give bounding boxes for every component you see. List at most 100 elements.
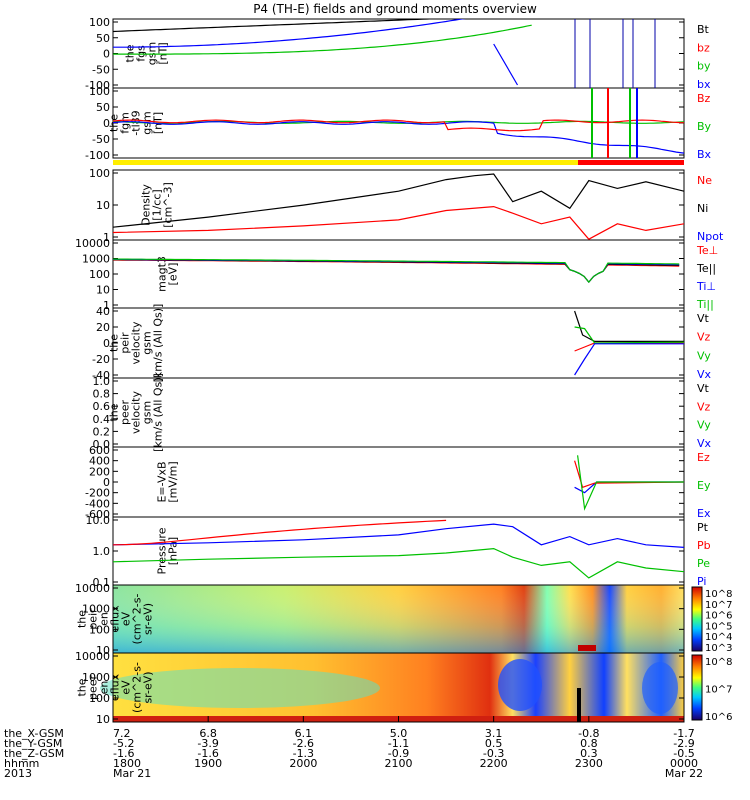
- fgs-bt-line: [113, 19, 442, 33]
- legend-fgs: bx: [697, 78, 711, 91]
- y-tick-label: 200: [89, 465, 110, 478]
- colorbar-label: 10^3: [705, 643, 732, 654]
- spectrogram-peer-blob: [100, 668, 380, 708]
- panel-velocity2: 1.00.80.60.40.20.0thepeervelocitygsm[km/…: [93, 373, 712, 452]
- y-axis-label-line: (cm^2-s-: [131, 594, 144, 645]
- y-tick-label: -100: [85, 79, 110, 92]
- legend-velocity: Vx: [697, 368, 712, 381]
- y-tick-label: 1: [103, 231, 110, 244]
- y-axis-label: Density[1/cc][cm^-3]: [140, 182, 175, 228]
- legend-density: Ne: [697, 174, 712, 187]
- legend-fgs: by: [697, 60, 711, 73]
- y-axis-label: E=-VxB[mV/m]: [156, 461, 180, 502]
- colorbar-label: 10^7: [705, 685, 732, 696]
- y-axis-label: thepeirenefluxeV(cm^2-s-sr-eV): [76, 594, 155, 645]
- fgs-bx-line: [113, 19, 466, 48]
- x-axis-date: Mar 21: [113, 767, 151, 780]
- legend-temp: Ti⊥: [696, 280, 716, 293]
- y-tick-label: 1.0: [93, 375, 111, 388]
- y-tick-label: 10: [96, 284, 110, 297]
- y-tick-label: 100: [89, 85, 110, 98]
- x-axis-y-gsm: 0.5: [485, 737, 503, 750]
- y-tick-label: -200: [85, 487, 110, 500]
- y-axis-label-line: eV: [120, 680, 133, 695]
- x-axis-x-gsm: 7.2: [113, 727, 131, 740]
- pressure-pe-line: [113, 547, 684, 579]
- velocity-vy-line: [574, 326, 684, 344]
- legend-velocity2: Vt: [697, 382, 710, 395]
- legend-pressure: Pi: [697, 575, 706, 588]
- x-axis-z-gsm: -0.9: [388, 747, 409, 760]
- y-axis-label-line: velocity: [130, 391, 143, 434]
- y-axis-label-line: sr-eV): [142, 671, 155, 703]
- legend-pressure: Pt: [697, 521, 709, 534]
- legend-velocity2: Vx: [697, 437, 712, 450]
- y-tick-label: 50: [96, 101, 110, 114]
- x-axis-y-gsm: -2.9: [673, 737, 694, 750]
- x-axis-z-gsm: -1.6: [113, 747, 134, 760]
- y-axis-label-line: sr-eV): [142, 603, 155, 635]
- y-axis-label: magt3[eV]: [156, 256, 180, 292]
- x-axis-x-gsm: -0.8: [578, 727, 599, 740]
- y-tick-label: 10: [96, 713, 110, 726]
- y-axis-label-line: [mV/m]: [167, 461, 180, 502]
- y-axis-label: Pressure[nPa]: [156, 527, 180, 574]
- y-tick-label: 1.0: [93, 545, 111, 558]
- y-tick-label: 400: [89, 455, 110, 468]
- x-axis-z-gsm: -0.3: [483, 747, 504, 760]
- y-tick-label: -50: [92, 63, 110, 76]
- y-axis-label-line: the: [108, 403, 121, 421]
- y-tick-label: 0.2: [93, 425, 111, 438]
- x-axis-y-gsm: 0.8: [580, 737, 598, 750]
- region-bar-yellow: [113, 160, 578, 165]
- x-axis-y-gsm: -2.6: [293, 737, 314, 750]
- y-tick-label: 100: [89, 16, 110, 29]
- y-tick-label: 10.0: [86, 514, 111, 527]
- panels-group: 100500-50-100thefgsgsm[nT]Btbzbybx100500…: [75, 16, 732, 726]
- y-tick-label: -400: [85, 497, 110, 510]
- fgm-bx-line: [113, 121, 684, 154]
- x-axis-z-gsm: -0.5: [673, 747, 694, 760]
- y-tick-label: 0.0: [93, 438, 111, 451]
- y-tick-label: 100: [89, 692, 110, 705]
- y-tick-label: 10: [96, 644, 110, 657]
- temperature-line: [113, 259, 680, 284]
- y-tick-label: 1: [103, 299, 110, 312]
- y-axis-label: thepeirvelocitygsm[km/s (All Qs)]: [108, 304, 165, 383]
- y-tick-label: 1000: [82, 253, 110, 266]
- x-axis-x-gsm: 5.0: [390, 727, 408, 740]
- y-axis-label-line: en: [98, 681, 111, 695]
- pressure-pb-line: [113, 519, 447, 546]
- x-axis-hhmm: 2100: [385, 757, 413, 770]
- spectrogram-peir-shade: [113, 585, 684, 653]
- legend-fgm: By: [697, 120, 712, 133]
- colorbar-label: 10^8: [705, 589, 732, 600]
- y-axis-label-line: peer: [87, 675, 100, 701]
- y-tick-label: -20: [92, 353, 110, 366]
- y-axis-label-line: E=-VxB: [156, 461, 169, 502]
- panel-density: 100 10 1 Density[1/cc][cm^-3] Ne Ni Npot: [89, 167, 724, 244]
- x-axis-z-gsm: 0.3: [580, 747, 598, 760]
- y-axis-label-line: Density: [140, 184, 153, 226]
- y-axis-label-line: peir: [87, 608, 100, 630]
- y-axis-label-line: the: [76, 610, 89, 628]
- x-axis-row-label: 2013: [4, 767, 32, 780]
- y-tick-label: -100: [85, 149, 110, 162]
- legend-velocity2: Vy: [697, 419, 711, 432]
- colorbar-label: 10^6: [705, 712, 732, 723]
- x-axis-y-gsm: -1.1: [388, 737, 409, 750]
- x-axis-date: Mar 22: [665, 767, 703, 780]
- y-axis-label-line: Pressure: [156, 527, 169, 574]
- y-axis-label-line: en: [98, 612, 111, 626]
- x-axis-hhmm: 1900: [194, 757, 222, 770]
- x-axis-hhmm: 2200: [480, 757, 508, 770]
- y-tick-label: 0: [103, 48, 110, 61]
- panel-frame: [112, 516, 685, 586]
- legend-temp: Te||: [696, 262, 716, 275]
- y-tick-label: 0: [103, 337, 110, 350]
- efield-ex-line: [574, 481, 684, 494]
- y-axis-label-line: the: [124, 44, 137, 62]
- colorbar-label: 10^7: [705, 600, 732, 611]
- y-tick-label: 50: [96, 32, 110, 45]
- y-axis-label-line: [eV]: [167, 263, 180, 286]
